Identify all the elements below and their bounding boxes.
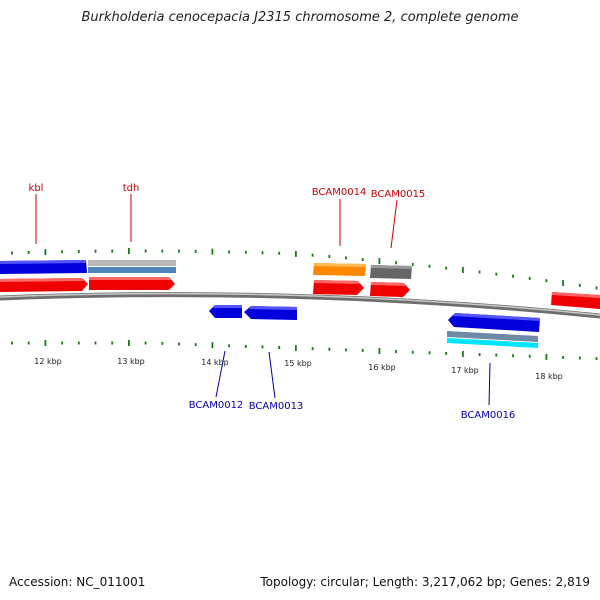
inner-tick-row: [11, 340, 598, 361]
bcam0016-feature-steel[interactable]: [447, 331, 538, 342]
tdh-feature-gray[interactable]: [88, 260, 176, 266]
gene-label-bcam0014[interactable]: BCAM0014: [312, 187, 367, 198]
scale-label-15: 15 kbp: [284, 359, 312, 368]
chromosome-backbone: [0, 292, 600, 319]
reverse-features: [209, 305, 540, 348]
gene-label-bcam0012[interactable]: BCAM0012: [189, 400, 244, 411]
forward-cds-arrows: [0, 277, 600, 309]
scale-label-14: 14 kbp: [201, 358, 229, 367]
scale-labels: 12 kbp 13 kbp 14 kbp 15 kbp 16 kbp 17 kb…: [34, 357, 563, 381]
scale-label-13: 13 kbp: [117, 357, 145, 366]
gene-label-bcam0015[interactable]: BCAM0015: [371, 189, 426, 200]
bcam0016-feature-cyan[interactable]: [447, 338, 538, 348]
outer-tick-row: [11, 248, 598, 290]
bcam0012-cds-arrow[interactable]: [209, 305, 242, 318]
gene-label-tdh[interactable]: tdh: [123, 183, 140, 194]
scale-label-17: 17 kbp: [451, 366, 479, 375]
topology-summary: Topology: circular; Length: 3,217,062 bp…: [260, 575, 590, 589]
accession-label: Accession: NC_011001: [9, 575, 146, 589]
gene-label-bcam0013[interactable]: BCAM0013: [249, 401, 304, 412]
tdh-cds-arrow[interactable]: [89, 277, 175, 290]
scale-label-16: 16 kbp: [368, 363, 396, 372]
scale-label-18: 18 kbp: [535, 372, 563, 381]
reverse-gene-labels: BCAM0012 BCAM0013 BCAM0016: [189, 350, 516, 421]
map-title: Burkholderia cenocepacia J2315 chromosom…: [81, 10, 519, 25]
gene-label-kbl[interactable]: kbl: [29, 183, 44, 194]
forward-gene-labels: kbl tdh BCAM0014 BCAM0015: [29, 183, 426, 249]
forward-features: [0, 260, 412, 279]
tdh-feature-steel[interactable]: [88, 267, 176, 273]
scale-label-12: 12 kbp: [34, 357, 62, 366]
gene-label-bcam0016[interactable]: BCAM0016: [461, 410, 516, 421]
